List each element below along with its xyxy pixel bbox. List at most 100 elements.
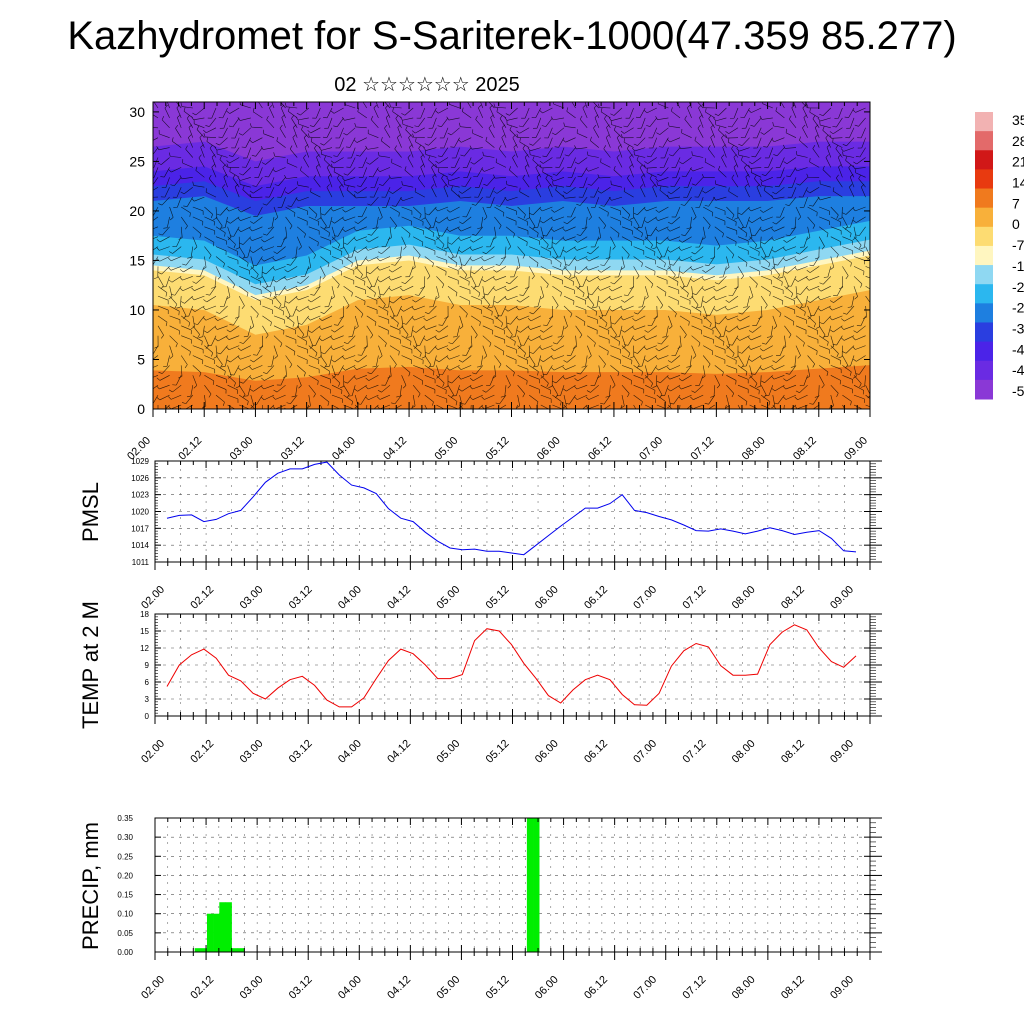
- temp-x-tick-label: 02.00: [139, 738, 167, 766]
- pmsl-x-tick-label: 02.00: [139, 584, 167, 612]
- temp-panel: 0 3 6 9 12 15 18 TEMP at 2 M 02.00 02.12 03.00 03.1…: [78, 601, 882, 766]
- precip-x-tick-label: 07.00: [631, 974, 659, 1002]
- temp-frame: [154, 613, 871, 717]
- colorbar-swatch: [975, 379, 993, 400]
- profile-x-tick-label: 08.12: [791, 435, 819, 463]
- colorbar-label: -7: [1012, 237, 1024, 253]
- precip-x-tick-label: 03.00: [238, 974, 266, 1002]
- temp-y-tick-label: 12: [140, 644, 149, 653]
- pmsl-x-tick-label: 07.12: [681, 584, 709, 612]
- temp-y-tick-label: 0: [145, 712, 150, 721]
- temp-x-tick-label: 03.12: [287, 738, 315, 766]
- colorbar-swatch: [975, 265, 993, 285]
- temp-x-tick-label: 06.00: [533, 738, 561, 766]
- precip-panel: 0.00 0.05 0.10 0.15 0.20 0.25 0.30 0.35 PRECIP, …: [78, 814, 882, 1002]
- precip-x-tick-label: 06.00: [533, 974, 561, 1002]
- pmsl-plot: [166, 461, 857, 556]
- colorbar-swatch: [975, 341, 993, 362]
- precip-y-tick-label: 0.35: [117, 814, 133, 823]
- precip-y-tick-label: 0.20: [117, 871, 133, 880]
- precip-bar: [526, 818, 534, 952]
- pmsl-x-tick-label: 05.12: [484, 584, 512, 612]
- pmsl-x-tick-label: 05.00: [434, 584, 462, 612]
- precip-x-tick-label: 06.12: [582, 974, 610, 1002]
- precip-x-tick-label: 07.12: [681, 974, 709, 1002]
- pmsl-x-tick-label: 06.12: [582, 584, 610, 612]
- profile-y-tick-label: 20: [129, 203, 145, 219]
- precip-bar: [194, 948, 202, 952]
- temp-y-tick-label: 15: [140, 627, 149, 636]
- colorbar-swatch: [975, 150, 993, 170]
- colorbar-swatch: [975, 112, 993, 132]
- chart-title: Kazhydromet for S-Sariterek-1000(47.359 …: [67, 14, 957, 58]
- temp-x-tick-label: 06.12: [582, 738, 610, 766]
- precip-x-tick-label: 08.00: [730, 974, 758, 1002]
- pmsl-frame: [154, 460, 871, 563]
- pmsl-series-line: [166, 461, 857, 556]
- pmsl-y-tick-label: 1029: [131, 457, 149, 466]
- pmsl-y-tick-label: 1026: [131, 474, 149, 483]
- pmsl-y-tick-label: 1014: [131, 541, 149, 550]
- profile-y-tick-label: 15: [129, 252, 145, 268]
- profile-x-tick-label: 09.00: [842, 435, 870, 463]
- colorbar-swatch: [975, 169, 993, 190]
- colorbar-label: 21: [1012, 154, 1024, 170]
- temp-x-tick-label: 08.12: [779, 738, 807, 766]
- temp-y-tick-label: 9: [145, 661, 150, 670]
- colorbar-label: 0: [1012, 216, 1020, 232]
- colorbar-label: -2: [1012, 300, 1024, 316]
- profile-y-tick-label: 5: [137, 351, 145, 367]
- precip-bar: [231, 948, 239, 952]
- precip-x-tick-label: 02.12: [188, 974, 216, 1002]
- precip-y-tick-label: 0.05: [117, 929, 133, 938]
- profile-x-tick-label: 07.00: [637, 435, 665, 463]
- temp-x-tick-label: 03.00: [238, 738, 266, 766]
- profile-x-tick-label: 03.12: [279, 435, 307, 463]
- profile-x-tick-label: 03.00: [228, 435, 256, 463]
- colorbar-swatch: [975, 303, 993, 323]
- colorbar-label: -4: [1012, 341, 1024, 357]
- colorbar-label: -3: [1012, 320, 1024, 336]
- colorbar-label: -1: [1012, 258, 1024, 274]
- temp-x-tick-label: 02.12: [188, 738, 216, 766]
- colorbar-swatch: [975, 322, 993, 343]
- profile-x-tick-label: 06.00: [535, 435, 563, 463]
- pmsl-x-tick-label: 09.00: [828, 584, 856, 612]
- precip-x-tick-label: 03.12: [287, 974, 315, 1002]
- colorbar: 35 28 21 14 7 0 -7 -1 -2 -2 -3 -4 -4 -5: [975, 112, 1024, 400]
- pmsl-x-tick-label: 08.00: [730, 584, 758, 612]
- pmsl-x-tick-label: 06.00: [533, 584, 561, 612]
- colorbar-label: 7: [1012, 195, 1020, 211]
- profile-x-tick-label: 05.00: [432, 435, 460, 463]
- pmsl-y-tick-label: 1020: [131, 508, 149, 517]
- temp-x-tick-label: 07.00: [631, 738, 659, 766]
- precip-x-axis: 02.00 02.12 03.00 03.12 04.00 04.12 05.00 05.12…: [139, 974, 856, 1002]
- precip-x-tick-label: 04.12: [385, 974, 413, 1002]
- pmsl-y-axis-label: PMSL: [78, 482, 103, 542]
- precip-bar: [533, 818, 540, 952]
- colorbar-label: 14: [1012, 175, 1024, 191]
- pmsl-x-tick-label: 04.12: [385, 584, 413, 612]
- profile-x-tick-label: 04.00: [330, 435, 358, 463]
- precip-bar: [237, 948, 245, 952]
- precip-bar: [225, 902, 232, 952]
- precip-bar: [213, 913, 220, 952]
- precip-x-tick-label: 05.12: [484, 974, 512, 1002]
- precip-x-tick-label: 05.00: [434, 974, 462, 1002]
- temp-x-tick-label: 04.12: [385, 738, 413, 766]
- profile-x-tick-label: 06.12: [586, 435, 614, 463]
- profile-field: [153, 102, 870, 409]
- pmsl-x-axis: 02.00 02.12 03.00 03.12 04.00 04.12 05.00 05.12…: [139, 584, 856, 612]
- temp-x-tick-label: 07.12: [681, 738, 709, 766]
- precip-x-tick-label: 08.12: [779, 974, 807, 1002]
- precip-y-tick-label: 0.30: [117, 833, 133, 842]
- temp-x-tick-label: 08.00: [730, 738, 758, 766]
- colorbar-swatch: [975, 131, 993, 151]
- temp-x-tick-label: 09.00: [828, 738, 856, 766]
- precip-y-tick-label: 0.15: [117, 891, 133, 900]
- profile-y-tick-label: 0: [137, 401, 145, 417]
- colorbar-label: -2: [1012, 279, 1024, 295]
- precip-y-tick-label: 0.25: [117, 852, 133, 861]
